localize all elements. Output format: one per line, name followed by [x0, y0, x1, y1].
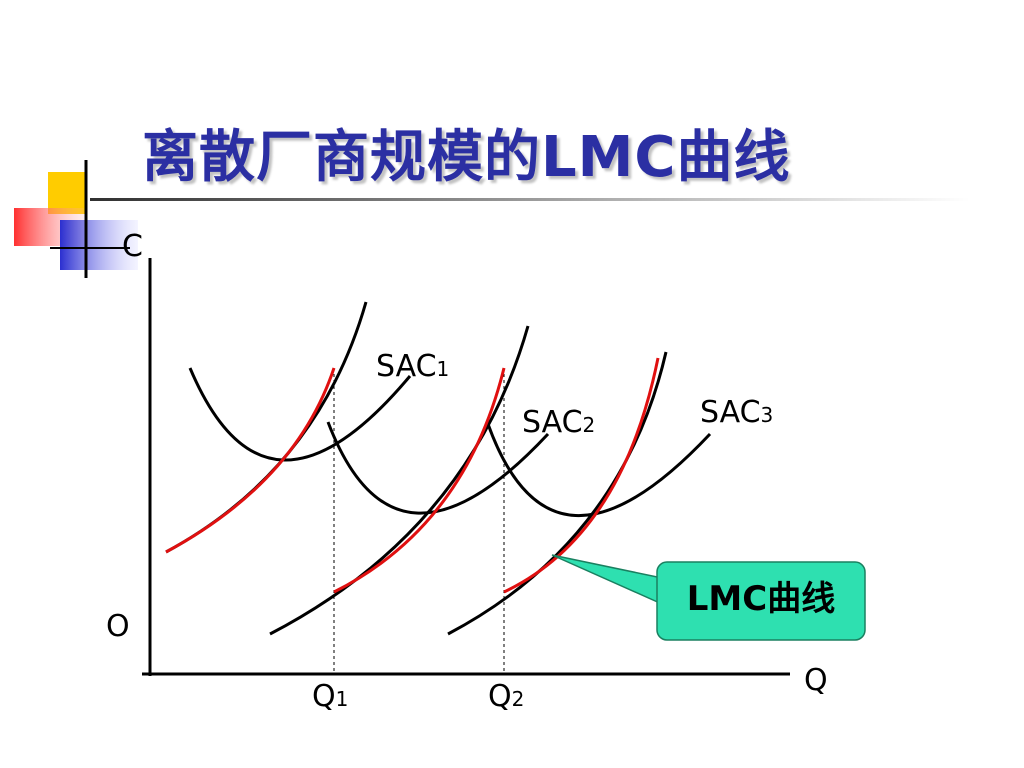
sac1-label: SAC1	[376, 349, 449, 384]
corner-logo	[14, 160, 138, 278]
sac3-label: SAC3	[700, 395, 773, 430]
slide-title: 离散厂商规模的LMC曲线	[142, 125, 791, 190]
sac3-curve	[486, 423, 712, 518]
callout-text: LMC曲线	[687, 579, 835, 619]
smc2-curve	[269, 325, 530, 636]
x-axis-label: Q	[804, 663, 828, 698]
smc1-curve	[165, 301, 368, 554]
lmc-segment-1	[165, 367, 336, 554]
sac2-label: SAC2	[522, 405, 595, 440]
origin-label: O	[106, 609, 130, 644]
y-axis-label: C	[122, 229, 143, 264]
smc3-curve	[447, 351, 668, 636]
lmc-segment-2	[333, 367, 506, 594]
q1-label: Q1	[312, 679, 348, 714]
q2-label: Q2	[488, 679, 524, 714]
callout-box	[656, 561, 866, 641]
logo-blue-bar	[60, 220, 138, 270]
title-underline	[90, 198, 970, 201]
logo-yellow-square	[48, 172, 86, 214]
callout-pointer	[551, 554, 663, 606]
lmc-segment-3	[503, 357, 660, 594]
